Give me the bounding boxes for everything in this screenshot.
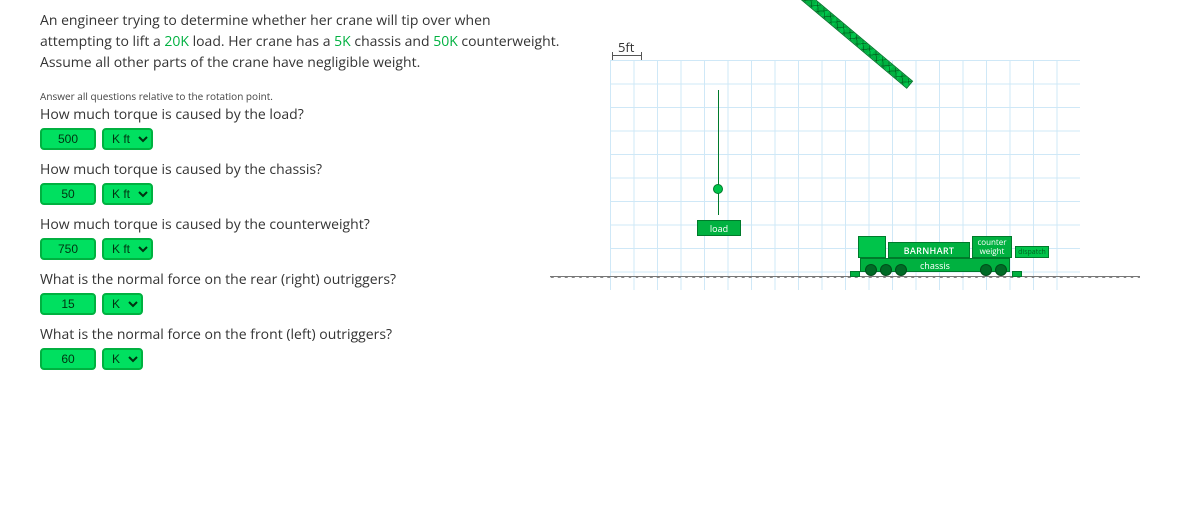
wheel-icon	[865, 264, 877, 276]
wheel-icon	[895, 264, 907, 276]
question-block: How much torque is caused by the counter…	[40, 215, 560, 260]
torque-counterweight-input[interactable]	[40, 238, 96, 260]
question-text: How much torque is caused by the counter…	[40, 215, 560, 234]
counterweight-label: counter weight	[972, 236, 1012, 258]
torque-load-unit-select[interactable]: K ft	[102, 128, 153, 150]
intro-text: load. Her crane has a	[189, 32, 334, 51]
wheel-icon	[980, 264, 992, 276]
question-text: How much torque is caused by the load?	[40, 105, 560, 124]
chassis-value: 5K	[334, 32, 351, 51]
question-text: How much torque is caused by the chassis…	[40, 160, 560, 179]
load-label: load	[697, 220, 741, 236]
crane-boom	[746, 0, 913, 89]
torque-chassis-unit-select[interactable]: K ft	[102, 183, 153, 205]
question-text: What is the normal force on the rear (ri…	[40, 270, 560, 289]
load-value: 20K	[164, 32, 189, 51]
hook-icon	[713, 184, 723, 194]
problem-statement: An engineer trying to determine whether …	[40, 10, 560, 73]
question-text: What is the normal force on the front (l…	[40, 325, 560, 344]
question-block: What is the normal force on the front (l…	[40, 325, 560, 370]
barnhart-label: BARNHART	[888, 242, 970, 258]
crane-diagram: load BARNHART counter weight dispatch ch…	[610, 60, 1080, 290]
counterweight-value: 50K	[433, 32, 458, 51]
normal-rear-input[interactable]	[40, 293, 96, 315]
dispatch-label: dispatch	[1015, 246, 1049, 258]
scale-bar-icon	[612, 52, 642, 60]
outrigger-rear	[1012, 271, 1022, 277]
torque-counterweight-unit-select[interactable]: K ft	[102, 238, 153, 260]
rotation-point-note: Answer all questions relative to the rot…	[40, 89, 560, 103]
diagram-panel: 5ft load BARNHART counter weight dispatc…	[600, 10, 1160, 380]
torque-chassis-input[interactable]	[40, 183, 96, 205]
wheel-icon	[880, 264, 892, 276]
outrigger-front	[850, 271, 860, 277]
crane-cab	[858, 236, 886, 258]
normal-front-input[interactable]	[40, 348, 96, 370]
counterweight-text2: weight	[973, 247, 1011, 256]
question-block: How much torque is caused by the load? K…	[40, 105, 560, 150]
question-block: What is the normal force on the rear (ri…	[40, 270, 560, 315]
torque-load-input[interactable]	[40, 128, 96, 150]
question-block: How much torque is caused by the chassis…	[40, 160, 560, 205]
wheel-icon	[995, 264, 1007, 276]
question-panel: An engineer trying to determine whether …	[40, 10, 560, 380]
normal-rear-unit-select[interactable]: K	[102, 293, 143, 315]
normal-front-unit-select[interactable]: K	[102, 348, 143, 370]
intro-text: chassis and	[351, 32, 433, 51]
load-cable	[718, 90, 719, 215]
